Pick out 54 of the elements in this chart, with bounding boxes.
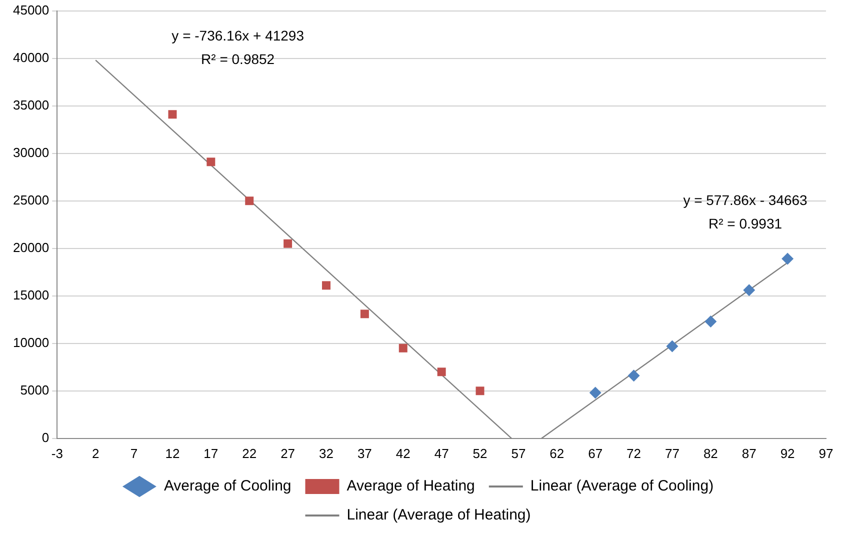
legend-label: Average of Heating (346, 478, 475, 495)
point (322, 281, 330, 290)
point (245, 196, 254, 206)
point (437, 368, 446, 376)
x-tick-label: 87 (742, 446, 756, 461)
point (666, 340, 678, 352)
x-tick-label: 92 (780, 446, 795, 461)
x-tick-label: 27 (280, 446, 296, 461)
point (168, 110, 177, 119)
x-tick-label: 7 (130, 446, 138, 461)
legend-label: Linear (Average of Heating) (346, 506, 531, 524)
point (476, 386, 484, 396)
annotation: R² = 0.9852 (201, 50, 275, 67)
point (284, 239, 292, 248)
point (398, 344, 408, 352)
legend-label: Linear (Average of Cooling) (530, 478, 714, 495)
x-tick-label: 32 (319, 446, 334, 461)
x-tick-label: 52 (472, 446, 488, 461)
point (743, 284, 756, 296)
point (206, 158, 216, 166)
x-tick-label: 42 (396, 446, 410, 461)
y-tick-label: 40000 (12, 50, 50, 65)
x-tick-label: 17 (204, 446, 218, 461)
y-tick-label: 25000 (12, 192, 50, 208)
y-tick-label: 45000 (12, 2, 50, 18)
y-tick-label: 20000 (12, 240, 50, 255)
x-tick-label: 82 (703, 446, 718, 461)
legend-label: Average of Cooling (164, 478, 292, 495)
point (782, 252, 794, 265)
x-tick-label: 57 (511, 446, 526, 461)
point (628, 370, 640, 382)
y-tick-label: 30000 (12, 144, 50, 160)
x-tick-label: -3 (51, 446, 63, 461)
annotation: R² = 0.9931 (708, 215, 782, 232)
x-tick-label: 22 (242, 446, 257, 461)
y-tick-label: 15000 (12, 287, 50, 302)
x-tick-label: 47 (434, 446, 449, 461)
x-tick-label: 67 (588, 446, 603, 461)
annotation: y = 577.86x - 34663 (683, 192, 808, 208)
x-tick-label: 37 (357, 446, 372, 461)
y-tick-label: 0 (42, 430, 50, 445)
point (360, 310, 369, 318)
x-tick-label: 97 (818, 446, 834, 461)
point (704, 316, 717, 328)
point (589, 386, 602, 399)
x-tick-label: 62 (550, 446, 564, 461)
x-tick-label: 72 (626, 446, 642, 461)
y-tick-label: 10000 (12, 334, 50, 350)
y-tick-label: 35000 (12, 97, 50, 112)
annotation: y = -736.16x + 41293 (172, 27, 304, 44)
x-tick-label: 2 (92, 446, 100, 461)
y-tick-label: 5000 (20, 382, 50, 398)
x-tick-label: 77 (664, 446, 680, 461)
x-tick-label: 12 (165, 446, 180, 461)
